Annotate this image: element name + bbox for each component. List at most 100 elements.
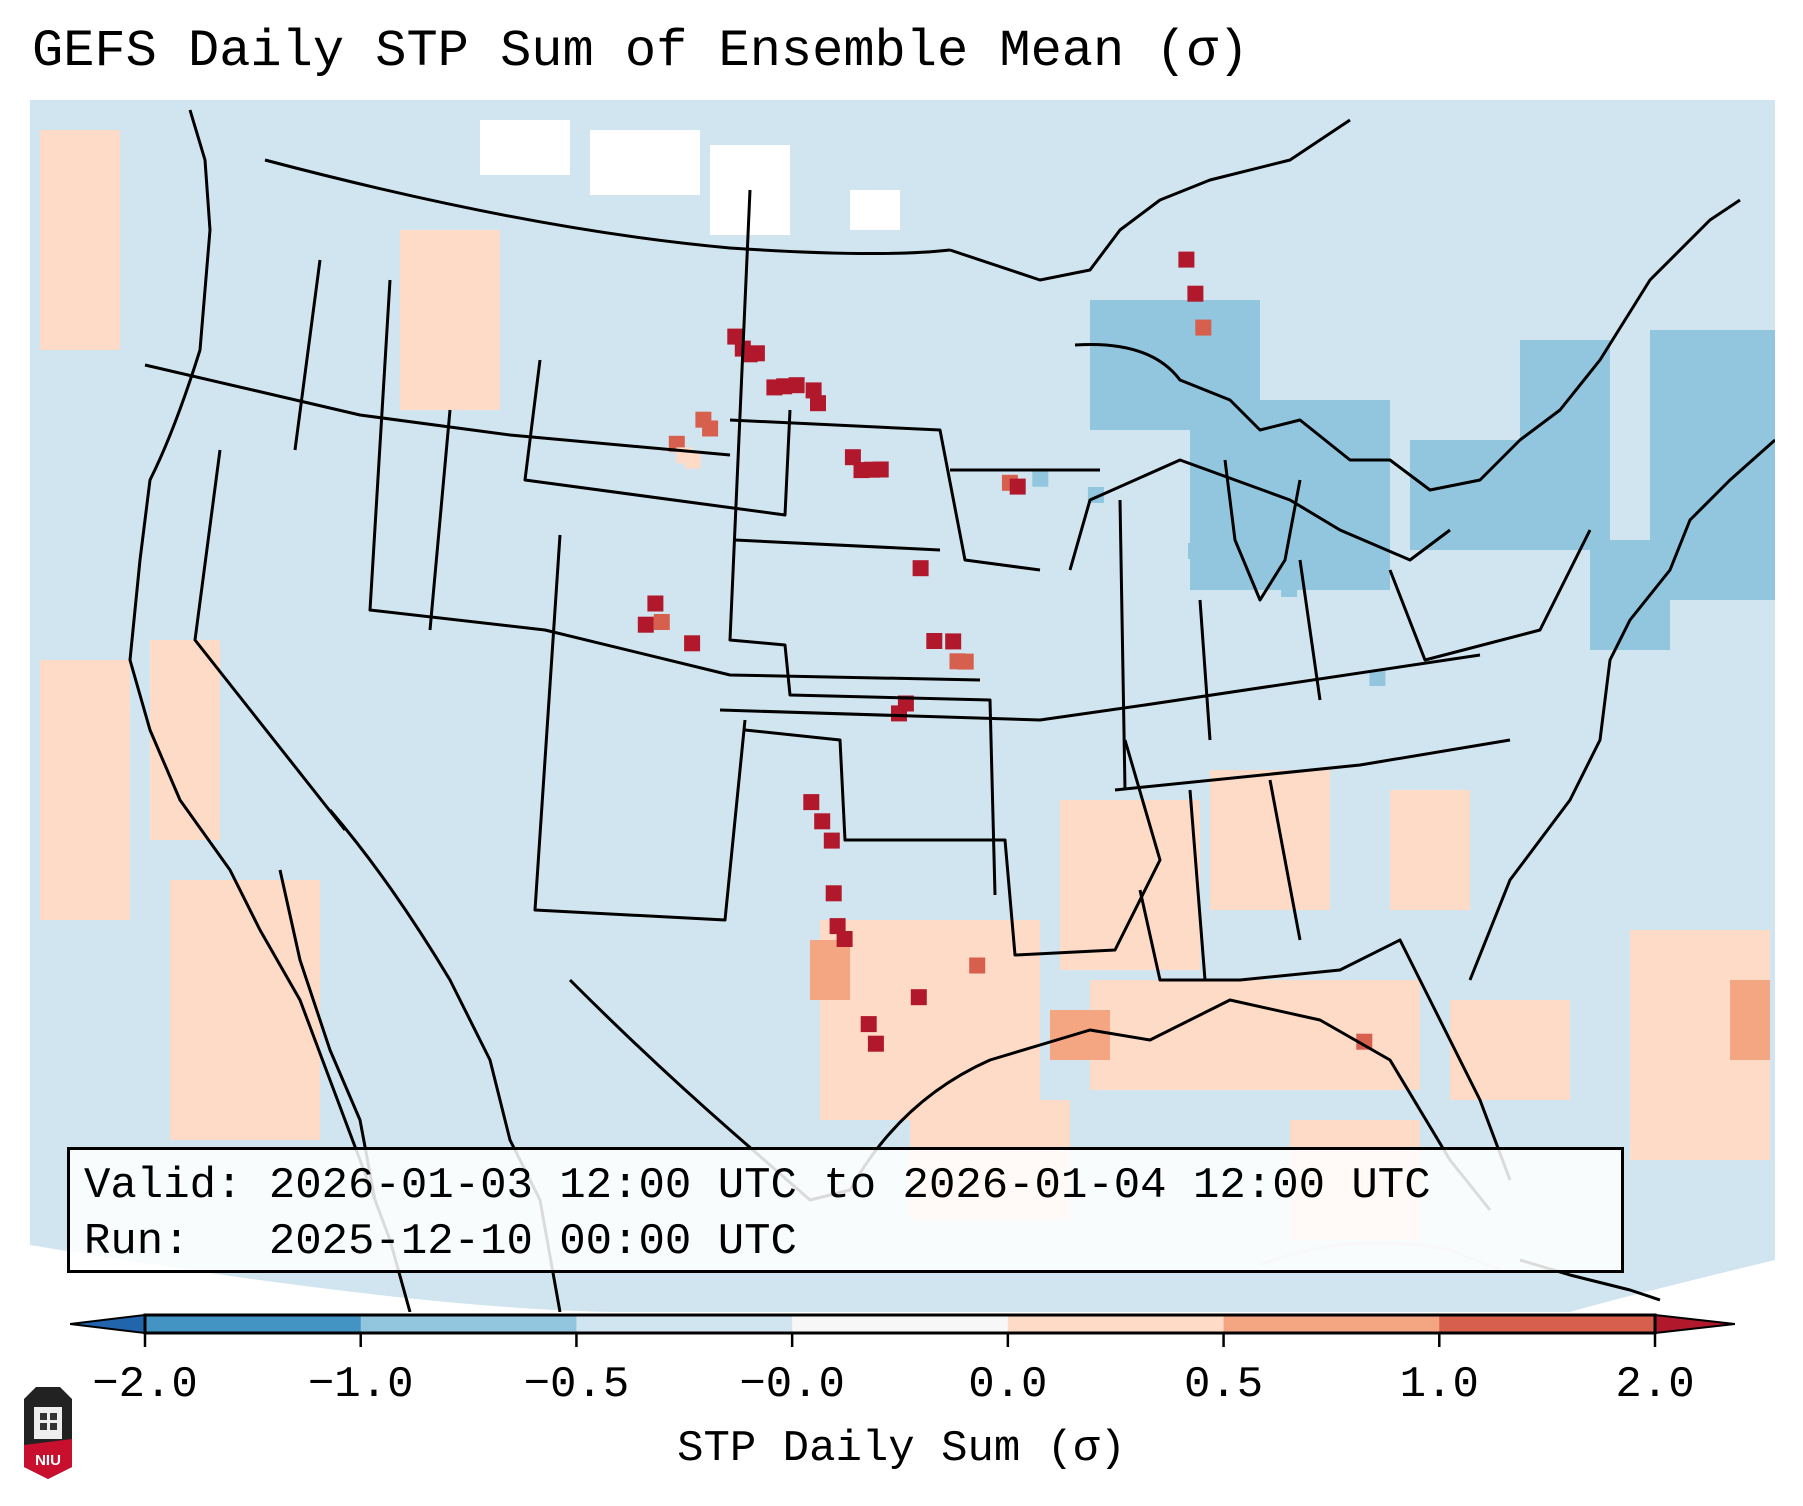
grid-cell <box>897 695 914 712</box>
grid-cell <box>926 633 943 649</box>
colorbar-tick-label: −1.0 <box>307 1360 414 1410</box>
grid-cell <box>480 120 570 175</box>
grid-cell <box>1188 543 1204 559</box>
grid-cell <box>803 794 820 811</box>
state-border <box>1118 499 1127 791</box>
colorbar-tick-label: 2.0 <box>1615 1360 1695 1410</box>
grid-cell <box>748 345 765 362</box>
data-cells <box>637 251 1386 1052</box>
grid-cell <box>1009 478 1026 495</box>
grid-cell <box>590 130 700 195</box>
grid-cell <box>829 918 846 935</box>
colorbar-segment <box>792 1315 1009 1333</box>
grid-cell <box>872 461 889 478</box>
grid-cell <box>400 230 500 410</box>
grid-cell <box>957 653 974 670</box>
state-border <box>1114 738 1511 792</box>
colorbar-segment <box>576 1315 793 1333</box>
grid-cell <box>805 382 822 399</box>
grid-cell <box>825 885 842 902</box>
grid-cell <box>40 130 120 350</box>
grid-cell <box>684 452 701 469</box>
grid-cell <box>1410 440 1530 550</box>
state-border <box>428 409 452 631</box>
coastline-east <box>1468 438 1775 981</box>
chart-title: GEFS Daily STP Sum of Ensemble Mean (σ) <box>32 22 1249 81</box>
grid-cell <box>1210 770 1330 910</box>
mexico-coast <box>328 809 562 1312</box>
off-projection-area <box>1570 1260 1775 1312</box>
grid-cell <box>810 940 850 1000</box>
grid-cell <box>1178 251 1195 268</box>
state-border <box>744 728 1162 957</box>
grid-cell <box>945 633 962 650</box>
colorbar-segment <box>360 1315 577 1333</box>
great-lakes <box>1223 459 1302 602</box>
grid-cell <box>1050 1010 1110 1060</box>
grid-cell <box>814 813 831 830</box>
state-border <box>1198 599 1212 741</box>
state-border <box>523 359 792 517</box>
state-border <box>293 259 322 451</box>
off-projection-area <box>30 1245 650 1312</box>
coastline-west <box>128 109 412 1312</box>
grid-cell <box>1730 980 1770 1060</box>
canada-border <box>949 118 1351 282</box>
canada-us-border <box>264 158 951 256</box>
colorbar-extend-under <box>70 1313 146 1335</box>
grid-cell <box>836 931 853 947</box>
grid-cell <box>1281 581 1298 597</box>
state-border <box>1138 889 1512 1181</box>
grid-cell <box>910 989 927 1006</box>
grid-cell <box>1190 400 1390 590</box>
grid-cell <box>647 595 664 612</box>
state-border <box>1068 458 1451 571</box>
state-border <box>1298 559 1322 701</box>
grid-cell <box>150 640 220 840</box>
grid-cell <box>776 378 793 395</box>
great-lakes <box>1074 198 1741 492</box>
valid-time-text: Valid: 2026-01-03 12:00 UTC to 2026-01-0… <box>84 1161 1431 1211</box>
grid-cell <box>170 880 320 1140</box>
grid-cell <box>637 616 654 633</box>
colorbar-tick-label: −0.0 <box>739 1360 845 1410</box>
state-border <box>193 449 347 831</box>
grid-cell <box>820 920 1040 1120</box>
grid-cell <box>1060 800 1200 970</box>
grid-cell <box>1187 285 1204 302</box>
state-border <box>719 653 1481 722</box>
grid-cell <box>867 1035 884 1052</box>
grid-cell <box>823 832 840 849</box>
colorbar-segment <box>1439 1315 1656 1333</box>
grid-cell <box>702 420 719 437</box>
niu-logo-icon: NIU <box>24 1387 72 1479</box>
state-border <box>1268 779 1302 941</box>
state-border <box>734 538 941 552</box>
colorbar-tick-label: 0.0 <box>968 1360 1048 1410</box>
state-border <box>1188 789 1207 981</box>
colorbar-label: STP Daily Sum (σ) <box>677 1424 1126 1474</box>
grid-cell <box>684 635 701 652</box>
run-time-text: Run: 2025-12-10 00:00 UTC <box>84 1217 797 1267</box>
colorbar-tick-label: 0.5 <box>1183 1360 1264 1410</box>
colorbar-frame <box>143 1313 1657 1335</box>
grid-cell <box>1390 790 1470 910</box>
colorbar-extend-over <box>1654 1313 1735 1335</box>
grid-cell <box>912 560 929 577</box>
grid-cell <box>1450 1000 1570 1100</box>
colorbar-segment <box>1007 1315 1225 1333</box>
state-border <box>1388 529 1592 662</box>
grid-cell <box>653 614 670 630</box>
grid-cell <box>1650 330 1775 600</box>
grid-cell <box>810 395 826 412</box>
map-plot <box>30 100 1775 1312</box>
grid-cell <box>860 1016 877 1033</box>
info-box: Valid: 2026-01-03 12:00 UTC to 2026-01-0… <box>67 1147 1624 1273</box>
state-border <box>728 189 997 896</box>
state-border <box>729 418 1041 572</box>
state-border <box>368 279 981 682</box>
logo-text: NIU <box>35 1452 61 1469</box>
grid-cell <box>1520 340 1610 550</box>
colorbar-segment <box>145 1315 362 1333</box>
colorbar <box>70 1313 1735 1347</box>
